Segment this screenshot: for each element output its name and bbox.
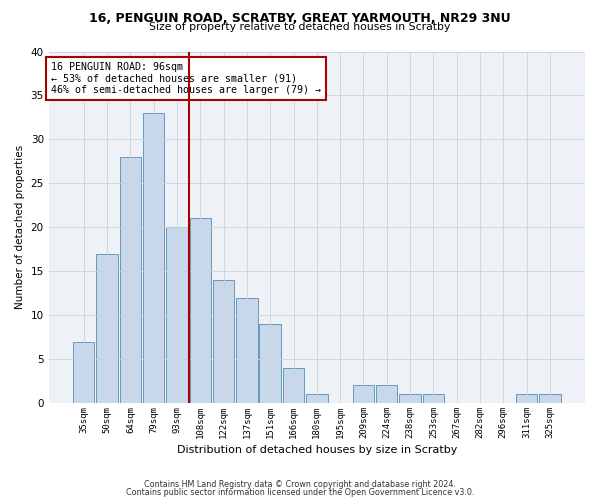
Bar [400, 394, 421, 403]
Bar [119, 157, 141, 403]
Bar [166, 228, 188, 403]
Bar [306, 394, 328, 403]
Bar [283, 368, 304, 403]
Bar [539, 394, 560, 403]
Text: Contains HM Land Registry data © Crown copyright and database right 2024.: Contains HM Land Registry data © Crown c… [144, 480, 456, 489]
Bar [143, 113, 164, 403]
Bar [376, 386, 397, 403]
Text: Contains public sector information licensed under the Open Government Licence v3: Contains public sector information licen… [126, 488, 474, 497]
Bar [236, 298, 257, 403]
Bar [213, 280, 235, 403]
Bar [422, 394, 444, 403]
Bar [97, 254, 118, 403]
Bar [73, 342, 94, 403]
Bar [190, 218, 211, 403]
Text: Size of property relative to detached houses in Scratby: Size of property relative to detached ho… [149, 22, 451, 32]
Bar [353, 386, 374, 403]
Bar [516, 394, 538, 403]
Bar [259, 324, 281, 403]
Text: 16 PENGUIN ROAD: 96sqm
← 53% of detached houses are smaller (91)
46% of semi-det: 16 PENGUIN ROAD: 96sqm ← 53% of detached… [52, 62, 322, 95]
X-axis label: Distribution of detached houses by size in Scratby: Distribution of detached houses by size … [176, 445, 457, 455]
Text: 16, PENGUIN ROAD, SCRATBY, GREAT YARMOUTH, NR29 3NU: 16, PENGUIN ROAD, SCRATBY, GREAT YARMOUT… [89, 12, 511, 26]
Y-axis label: Number of detached properties: Number of detached properties [15, 145, 25, 310]
